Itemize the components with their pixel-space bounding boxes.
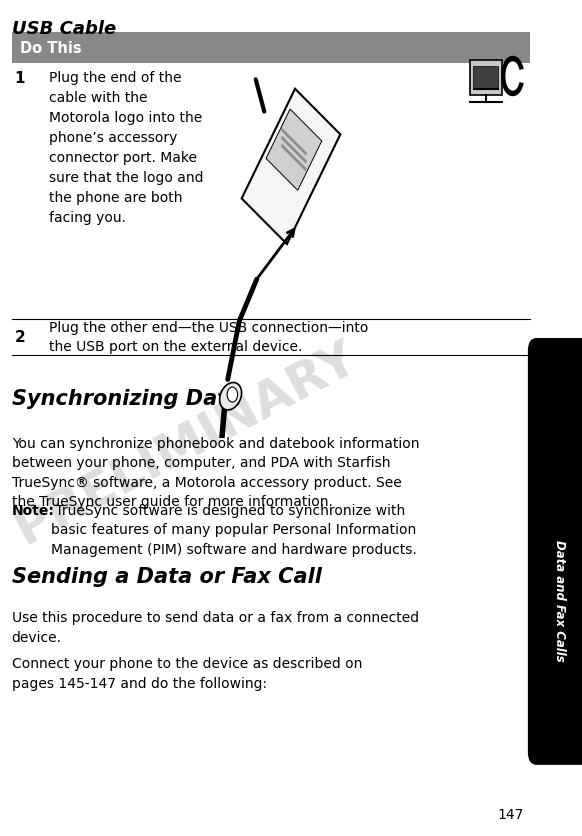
Polygon shape	[242, 89, 340, 245]
Text: Sending a Data or Fax Call: Sending a Data or Fax Call	[12, 567, 321, 587]
Bar	[537, 632, 582, 752]
Text: USB Cable: USB Cable	[12, 20, 116, 38]
Bar	[473, 67, 498, 90]
Bar	[12, 33, 530, 64]
Bar	[470, 61, 502, 96]
Text: Connect your phone to the device as described on
pages 145-147 and do the follow: Connect your phone to the device as desc…	[12, 656, 362, 690]
Text: 147: 147	[498, 807, 524, 821]
Text: You can synchronize phonebook and datebook information
between your phone, compu: You can synchronize phonebook and datebo…	[12, 436, 419, 509]
FancyBboxPatch shape	[528, 339, 582, 765]
Circle shape	[227, 388, 237, 403]
Polygon shape	[281, 136, 307, 165]
Polygon shape	[266, 110, 322, 191]
Text: Data and Fax Calls: Data and Fax Calls	[553, 539, 566, 660]
Text: Do This: Do This	[20, 41, 82, 56]
Text: Plug the other end—the USB connection—into
the USB port on the external device.: Plug the other end—the USB connection—in…	[49, 321, 369, 354]
Text: Synchronizing Data: Synchronizing Data	[12, 389, 241, 409]
Polygon shape	[281, 129, 307, 156]
Ellipse shape	[219, 383, 242, 410]
Text: 2: 2	[15, 330, 25, 344]
Text: 1: 1	[15, 71, 25, 86]
Text: Plug the end of the
cable with the
Motorola logo into the
phone’s accessory
conn: Plug the end of the cable with the Motor…	[49, 71, 204, 225]
Text: PRELIMINARY: PRELIMINARY	[7, 333, 365, 553]
Text: Use this procedure to send data or a fax from a connected
device.: Use this procedure to send data or a fax…	[12, 610, 419, 644]
Polygon shape	[281, 145, 307, 172]
Text: Note:: Note:	[12, 503, 55, 517]
Text: TrueSync software is designed to synchronize with
basic features of many popular: TrueSync software is designed to synchro…	[51, 503, 417, 556]
